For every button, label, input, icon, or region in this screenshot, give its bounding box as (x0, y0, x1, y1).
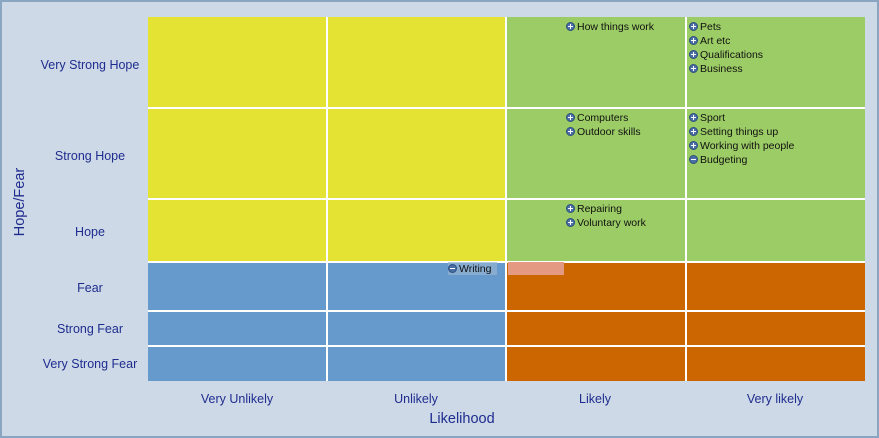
item-sport[interactable]: Sport (689, 111, 725, 124)
item-label: How things work (577, 20, 655, 33)
cell-strong-fear-very-likely[interactable] (687, 312, 865, 345)
item-label: Voluntary work (577, 216, 646, 229)
column-label-very-likely: Very likely (746, 392, 804, 406)
plus-icon[interactable] (566, 127, 575, 136)
item-art-etc[interactable]: Art etc (689, 34, 730, 47)
cell-strong-hope-likely[interactable] (507, 109, 685, 198)
plus-icon[interactable] (689, 113, 698, 122)
plus-icon[interactable] (689, 36, 698, 45)
item-label: Outdoor skills (577, 125, 641, 138)
x-axis-title: Likelihood (429, 411, 495, 427)
item-computers[interactable]: Computers (566, 111, 628, 124)
item-label: Budgeting (700, 153, 748, 166)
plus-icon[interactable] (689, 64, 698, 73)
cell-very-strong-fear-unlikely[interactable] (328, 347, 505, 381)
cell-hope-likely[interactable] (507, 200, 685, 261)
cell-strong-fear-likely[interactable] (507, 312, 685, 345)
item-outdoor-skills[interactable]: Outdoor skills (566, 125, 641, 138)
row-label-strong-fear: Strong Fear (56, 322, 123, 336)
item-label: Qualifications (700, 48, 764, 61)
cell-strong-hope-unlikely[interactable] (328, 109, 505, 198)
row-label-hope: Hope (75, 225, 105, 239)
item-working-with-people[interactable]: Working with people (689, 139, 794, 152)
item-label: Business (700, 62, 743, 75)
cell-strong-fear-very-unlikely[interactable] (148, 312, 326, 345)
column-label-very-unlikely: Very Unlikely (200, 392, 274, 406)
item-label: Computers (577, 111, 629, 124)
item-label: Art etc (700, 34, 731, 47)
plus-icon[interactable] (689, 127, 698, 136)
hope-fear-grid: How things work Pets Art etc Qualifications… (148, 17, 865, 381)
column-label-likely: Likely (579, 392, 611, 406)
cell-hope-very-likely[interactable] (687, 200, 865, 261)
plus-icon[interactable] (689, 22, 698, 31)
plus-icon[interactable] (566, 113, 575, 122)
item-label: Working with people (700, 139, 795, 152)
column-label-unlikely: Unlikely (394, 392, 438, 406)
cell-very-strong-fear-very-unlikely[interactable] (148, 347, 326, 381)
row-label-very-strong-hope: Very Strong Hope (40, 58, 140, 72)
item-label: Sport (700, 111, 726, 124)
y-axis-title-text: Hope/Fear (12, 167, 28, 237)
plus-icon[interactable] (566, 218, 575, 227)
plus-icon[interactable] (566, 204, 575, 213)
item-label: Repairing (577, 202, 622, 215)
plus-icon[interactable] (566, 22, 575, 31)
cell-strong-hope-very-likely[interactable] (687, 109, 865, 198)
cell-very-strong-fear-likely[interactable] (507, 347, 685, 381)
cell-strong-fear-unlikely[interactable] (328, 312, 505, 345)
item-business[interactable]: Business (689, 62, 743, 75)
item-label: Pets (700, 20, 722, 33)
item-setting-things-up[interactable]: Setting things up (689, 125, 778, 138)
item-repairing[interactable]: Repairing (566, 202, 622, 215)
cell-hope-unlikely[interactable] (328, 200, 505, 261)
cell-very-strong-hope-unlikely[interactable] (328, 17, 505, 107)
row-label-very-strong-fear: Very Strong Fear (42, 357, 138, 371)
cell-fear-very-unlikely[interactable] (148, 263, 326, 310)
item-pets[interactable]: Pets (689, 20, 721, 33)
item-label: Writing (459, 262, 492, 275)
cell-strong-hope-very-unlikely[interactable] (148, 109, 326, 198)
item-voluntary-work[interactable]: Voluntary work (566, 216, 646, 229)
item-qualifications[interactable]: Qualifications (689, 48, 763, 61)
row-label-fear: Fear (77, 281, 103, 295)
plus-icon[interactable] (689, 50, 698, 59)
cell-fear-very-likely[interactable] (687, 263, 865, 310)
item-label: Setting things up (700, 125, 779, 138)
minus-icon[interactable] (448, 264, 457, 273)
item-writing[interactable]: Writing (448, 262, 498, 275)
cell-very-strong-hope-very-unlikely[interactable] (148, 17, 326, 107)
cell-very-strong-hope-very-likely[interactable] (687, 17, 865, 107)
plus-icon[interactable] (689, 141, 698, 150)
minus-icon[interactable] (689, 155, 698, 164)
drag-highlight (508, 262, 564, 275)
item-budgeting[interactable]: Budgeting (689, 153, 747, 166)
item-how-things-work[interactable]: How things work (566, 20, 654, 33)
cell-very-strong-fear-very-likely[interactable] (687, 347, 865, 381)
cell-hope-very-unlikely[interactable] (148, 200, 326, 261)
cell-very-strong-hope-likely[interactable] (507, 17, 685, 107)
row-label-strong-hope: Strong Hope (54, 149, 126, 163)
